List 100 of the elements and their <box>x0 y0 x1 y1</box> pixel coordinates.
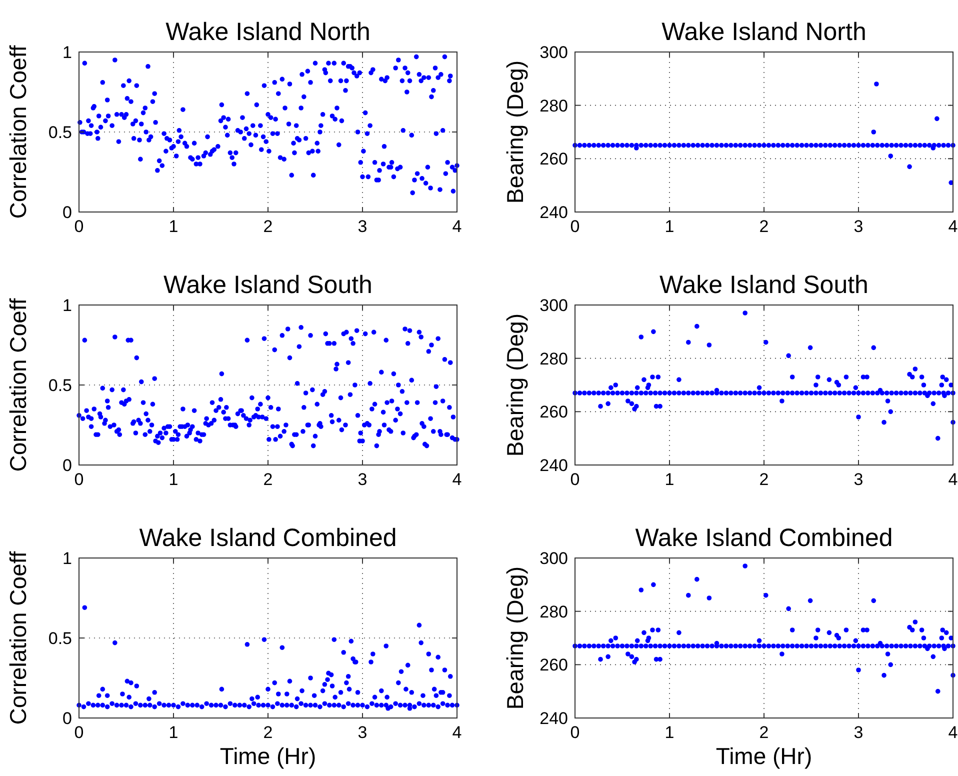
x-axis-title: Time (Hr) <box>220 743 316 769</box>
point <box>638 588 644 592</box>
x-tick-label: 3 <box>358 470 368 489</box>
point <box>642 630 646 636</box>
point <box>646 382 652 388</box>
point <box>763 340 768 345</box>
point <box>942 646 947 652</box>
x-tick-label: 4 <box>452 217 462 236</box>
x-tick-label: 2 <box>759 217 769 236</box>
point <box>634 656 639 662</box>
point <box>656 628 661 632</box>
point <box>613 636 618 640</box>
y-tick-label: 0 <box>62 456 72 475</box>
x-tick-label: 0 <box>74 470 84 489</box>
y-tick-label: 240 <box>540 203 568 222</box>
point <box>925 646 930 652</box>
point <box>814 636 818 640</box>
x-tick-label: 1 <box>168 723 178 742</box>
point <box>930 401 936 406</box>
point <box>650 374 655 380</box>
point <box>742 564 748 568</box>
point <box>944 630 949 636</box>
x-tick-label: 4 <box>948 470 958 489</box>
point <box>658 404 662 409</box>
point <box>606 401 610 406</box>
point <box>629 654 634 660</box>
point <box>853 385 858 390</box>
x-tick-label: 2 <box>759 470 769 489</box>
x-tick-label: 3 <box>358 217 368 236</box>
point <box>763 592 768 598</box>
y-tick-label: 0.5 <box>48 629 72 648</box>
point <box>882 420 886 425</box>
point <box>694 324 700 329</box>
point <box>642 377 646 382</box>
point <box>836 636 842 640</box>
point <box>942 393 947 398</box>
y-axis-title: Correlation Coeff <box>5 550 31 725</box>
point <box>634 404 639 409</box>
point <box>944 377 949 382</box>
y-tick-label: 260 <box>540 402 568 422</box>
x-tick-label: 3 <box>854 470 864 489</box>
point <box>912 366 918 372</box>
x-tick-label: 3 <box>854 723 864 742</box>
x-tick-label: 4 <box>452 470 462 489</box>
point <box>790 628 795 632</box>
point <box>864 628 870 632</box>
point <box>651 582 656 588</box>
y-axis-title: Correlation Coeff <box>5 298 31 472</box>
x-tick-label: 0 <box>74 723 84 742</box>
point <box>786 606 791 612</box>
point <box>856 414 861 420</box>
point <box>853 638 858 644</box>
y-axis-title: Bearing (Deg) <box>502 60 528 204</box>
point <box>780 398 784 404</box>
y-tick-label: 280 <box>540 96 568 116</box>
point <box>608 638 614 644</box>
point <box>919 628 924 632</box>
point <box>940 374 946 380</box>
y-tick-label: 0 <box>62 709 72 728</box>
point <box>939 636 944 640</box>
point <box>907 164 912 170</box>
point <box>638 334 644 340</box>
point <box>826 377 832 382</box>
y-axis-title: Bearing (Deg) <box>502 566 528 710</box>
point <box>921 636 926 640</box>
point <box>919 374 924 380</box>
point <box>808 598 813 604</box>
point <box>598 656 603 662</box>
point <box>878 388 883 393</box>
point <box>742 310 748 316</box>
point <box>651 329 656 334</box>
point <box>676 377 682 382</box>
point <box>706 342 712 348</box>
point <box>921 382 926 388</box>
point <box>885 652 890 656</box>
point <box>856 668 861 672</box>
x-tick-label: 1 <box>168 217 178 236</box>
point <box>686 340 691 345</box>
chart-title: Wake Island North <box>662 18 866 46</box>
point <box>836 382 842 388</box>
point <box>786 353 791 358</box>
y-tick-label: 1 <box>62 296 72 315</box>
point <box>686 592 691 598</box>
point <box>608 385 614 390</box>
x-tick-label: 2 <box>759 723 769 742</box>
x-tick-label: 4 <box>948 217 958 236</box>
point <box>935 436 940 441</box>
y-axis-title: Bearing (Deg) <box>502 313 528 457</box>
y-tick-label: 280 <box>540 349 568 368</box>
point <box>626 398 630 404</box>
point <box>646 636 652 640</box>
y-tick-label: 240 <box>540 709 568 728</box>
point <box>878 640 883 646</box>
point <box>706 596 712 600</box>
point <box>888 154 894 158</box>
chart-title: Wake Island South <box>164 271 372 299</box>
point <box>935 688 940 694</box>
point <box>676 630 682 636</box>
point <box>780 652 784 656</box>
point <box>888 662 894 668</box>
